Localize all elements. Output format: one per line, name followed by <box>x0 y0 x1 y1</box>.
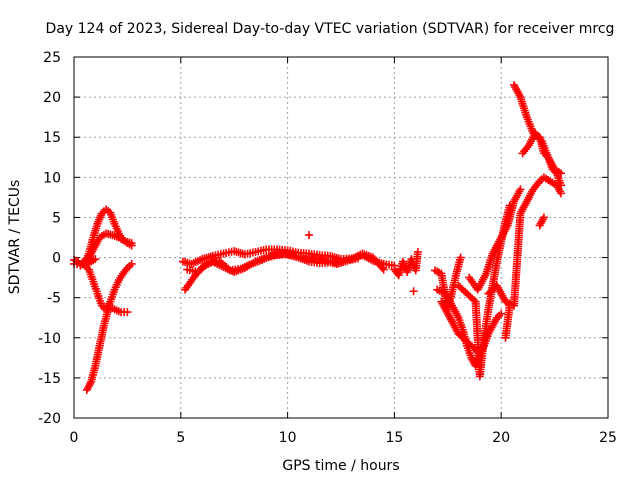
y-tick-label: -15 <box>38 371 61 387</box>
y-axis-label: SDTVAR / TECUs <box>7 180 23 295</box>
y-tick-label: 5 <box>52 210 61 226</box>
data-point <box>379 265 388 274</box>
data-point <box>74 257 83 266</box>
data-point <box>413 247 422 256</box>
x-tick-label: 25 <box>599 430 617 446</box>
y-tick-label: -10 <box>38 331 61 347</box>
data-point-fill <box>469 296 478 305</box>
y-tick-label: 0 <box>52 251 61 267</box>
data-point <box>127 239 136 248</box>
data-point <box>127 259 136 268</box>
y-tick-label: -5 <box>47 291 61 307</box>
x-axis-label: GPS time / hours <box>282 458 399 474</box>
y-tick-label: 25 <box>43 50 61 66</box>
y-tick-label: 15 <box>43 130 61 146</box>
data-point <box>557 181 566 190</box>
x-tick-label: 10 <box>279 430 297 446</box>
data-point <box>409 287 418 296</box>
data-series <box>70 81 566 394</box>
data-point-fill <box>469 344 478 353</box>
x-tick-label: 20 <box>492 430 510 446</box>
data-point <box>557 189 566 198</box>
data-point <box>456 253 465 262</box>
x-tick-label: 0 <box>70 430 79 446</box>
y-tick-label: 10 <box>43 170 61 186</box>
data-point-fill <box>378 263 387 272</box>
y-tick-label: -20 <box>38 411 61 427</box>
chart-title: Day 124 of 2023, Sidereal Day-to-day VTE… <box>46 21 615 37</box>
data-point <box>557 169 566 178</box>
x-tick-label: 5 <box>176 430 185 446</box>
data-point-fill <box>202 259 211 268</box>
plot-frame <box>73 56 609 419</box>
data-point <box>123 308 132 317</box>
data-point <box>516 185 525 194</box>
data-point <box>354 254 363 263</box>
data-point <box>91 255 100 264</box>
x-tick-label: 15 <box>385 430 403 446</box>
data-point <box>304 231 313 240</box>
data-point <box>539 213 548 222</box>
axis-ticks: 0 5 10 15 20 25 -20 -15 -10 -5 0 5 10 15 20 25 <box>38 50 617 446</box>
data-point-fill <box>224 264 233 273</box>
data-point <box>497 309 506 318</box>
data-point <box>505 301 514 310</box>
y-tick-label: 20 <box>43 90 61 106</box>
